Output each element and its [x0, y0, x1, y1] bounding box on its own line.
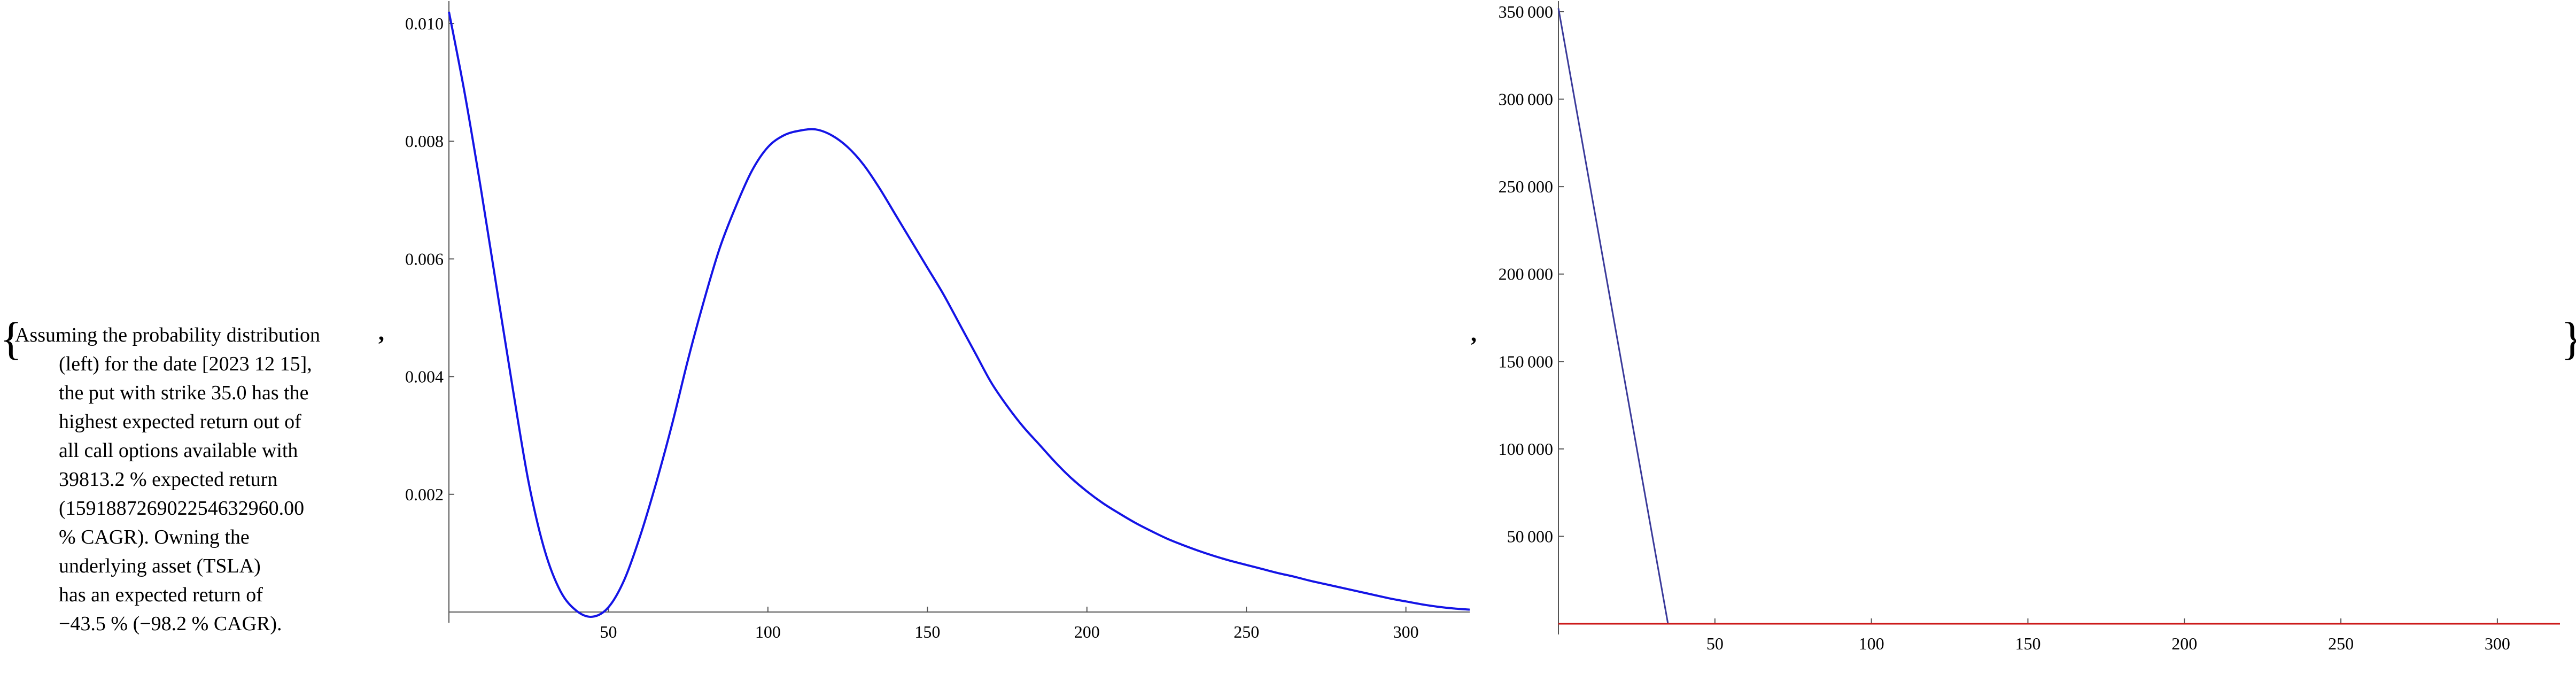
caption-line: (left) for the date [2023 12 15], [59, 353, 312, 375]
y-tick-label: 50 000 [1507, 526, 1553, 546]
x-tick-label: 150 [2015, 634, 2040, 653]
separator-comma: , [378, 319, 384, 345]
close-brace: } [2561, 315, 2576, 361]
y-tick-label: 0.006 [405, 249, 444, 268]
caption-line: all call options available with [59, 439, 298, 462]
caption-line: underlying asset (TSLA) [59, 555, 261, 577]
x-tick-label: 100 [1859, 634, 1884, 653]
caption-line: % CAGR). Owning the [59, 526, 250, 548]
caption-line: (159188726902254632960.00 [59, 497, 305, 520]
separator-comma: , [1471, 320, 1477, 346]
y-tick-label: 0.004 [405, 367, 444, 386]
x-tick-label: 300 [1393, 622, 1419, 641]
caption-text: Assuming the probability distribution (le… [15, 321, 384, 638]
x-tick-label: 50 [1706, 634, 1724, 653]
caption-line: the put with strike 35.0 has the [59, 382, 309, 404]
caption-line: 39813.2 % expected return [59, 468, 278, 491]
y-tick-label: 150 000 [1499, 352, 1553, 371]
caption-line: −43.5 % (−98.2 % CAGR). [59, 613, 282, 635]
y-tick-label: 350 000 [1499, 2, 1553, 21]
y-tick-label: 100 000 [1499, 439, 1553, 459]
x-tick-label: 50 [600, 622, 617, 641]
caption-line: has an expected return of [59, 584, 263, 606]
left-chart: 50 100 150 200 250 300 0.002 0.004 0.006 0.008 0.0… [405, 1, 1470, 641]
distribution-line [448, 11, 1470, 618]
x-tick-label: 300 [2485, 634, 2510, 653]
x-tick-label: 250 [2328, 634, 2354, 653]
caption-line: Assuming the probability distribution [15, 324, 321, 346]
y-tick-label: 300 000 [1499, 90, 1553, 109]
return-line [1557, 8, 2560, 625]
y-tick-label: 0.008 [405, 131, 444, 151]
y-tick-label: 200 000 [1499, 265, 1553, 284]
x-tick-label: 200 [1074, 622, 1100, 641]
right-chart: 50 100 150 200 250 300 50 000 100 000 150 000 200… [1499, 1, 2560, 653]
x-tick-label: 200 [2171, 634, 2197, 653]
x-tick-label: 150 [914, 622, 940, 641]
x-tick-label: 250 [1233, 622, 1259, 641]
caption-line: highest expected return out of [59, 411, 301, 433]
y-tick-label: 250 000 [1499, 177, 1553, 196]
open-brace: { [0, 313, 22, 364]
y-tick-label: 0.002 [405, 485, 444, 504]
y-tick-label: 0.010 [405, 14, 444, 33]
x-tick-label: 100 [755, 622, 781, 641]
